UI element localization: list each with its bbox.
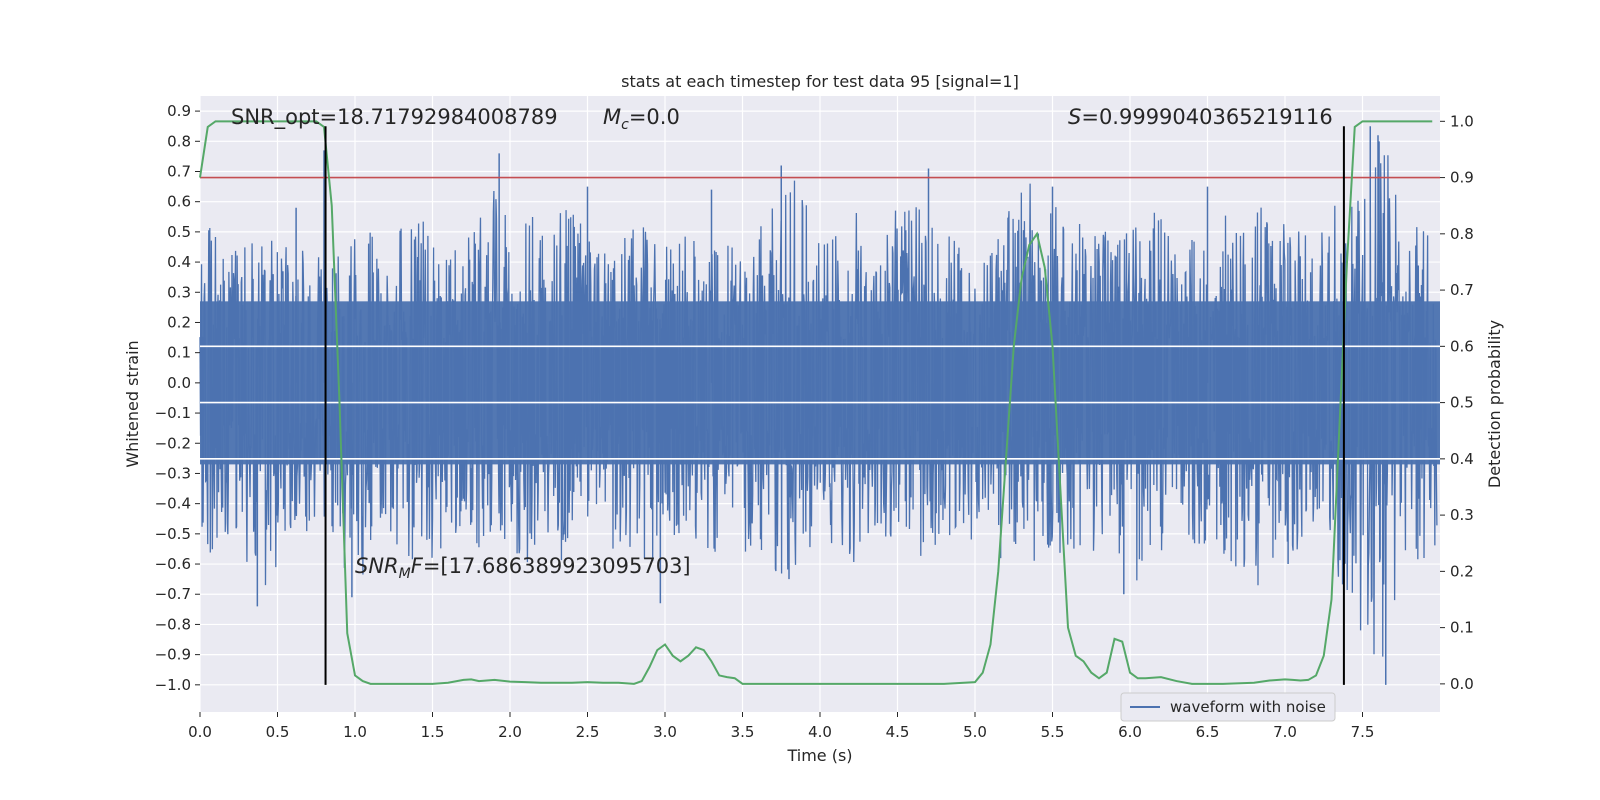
y2-tick-label: 1.0 [1450, 112, 1474, 130]
x-tick-label: 6.5 [1196, 723, 1220, 741]
y2-tick-label: 0.6 [1450, 337, 1474, 355]
y-tick-label: −0.9 [155, 646, 191, 664]
overlay-layer [199, 120, 1440, 685]
x-tick-label: 2.0 [498, 723, 522, 741]
y2-tick-label: 0.2 [1450, 562, 1474, 580]
y2-tick-label: 0.1 [1450, 619, 1474, 637]
y-tick-label: −0.5 [155, 525, 191, 543]
y2-axis-label: Detection probability [1485, 320, 1504, 488]
y2-tick-label: 0.5 [1450, 394, 1474, 412]
y2-tick-label: 0.0 [1450, 675, 1474, 693]
y-tick-label: 0.2 [167, 313, 191, 331]
x-axis-label: Time (s) [786, 746, 852, 765]
y-tick-label: 0.5 [167, 223, 191, 241]
y-tick-label: −0.1 [155, 404, 191, 422]
x-tick-label: 0.5 [266, 723, 290, 741]
snr-mf-annotation: SNRMF=[17.686389923095703] [355, 554, 691, 582]
y-tick-label: −0.4 [155, 495, 191, 513]
y-tick-label: 0.6 [167, 193, 191, 211]
y-tick-label: 0.0 [167, 374, 191, 392]
y2-axis-ticks: 1.0 0.9 0.8 0.7 0.6 0.5 0.4 0.3 0.2 0.1 0.0 [1440, 112, 1474, 693]
snrmf-value: =[17.686389923095703] [423, 554, 691, 578]
y-tick-label: −0.2 [155, 434, 191, 452]
y-tick-label: −0.7 [155, 585, 191, 603]
y2-tick-label: 0.3 [1450, 506, 1474, 524]
detection-probability-line [199, 120, 1433, 685]
y-axis-label: Whitened strain [123, 340, 142, 467]
mc-symbol: M [603, 105, 621, 129]
y2-tick-label: 0.4 [1450, 450, 1474, 468]
y-axis-ticks: 0.9 0.8 0.7 0.6 0.5 0.4 0.3 0.2 0.1 0.0 −0.1 −0.2 −0… [155, 102, 200, 694]
x-tick-label: 7.5 [1351, 723, 1375, 741]
mc-subscript: c [621, 117, 629, 133]
x-tick-label: 3.5 [731, 723, 755, 741]
snrmf-subscript: M [399, 566, 411, 582]
x-tick-label: 4.0 [808, 723, 832, 741]
y-tick-label: 0.7 [167, 162, 191, 180]
x-tick-label: 5.5 [1041, 723, 1065, 741]
y-tick-label: −1.0 [155, 676, 191, 694]
y-tick-label: −0.6 [155, 555, 191, 573]
y2-tick-label: 0.9 [1450, 169, 1474, 187]
mc-value: =0.0 [629, 105, 680, 129]
x-tick-label: 4.5 [886, 723, 910, 741]
mc-annotation: Mc=0.0 [603, 105, 680, 133]
chart-title: stats at each timestep for test data 95 … [621, 72, 1019, 91]
waveform-series [199, 126, 1440, 685]
snr-opt-annotation: SNR_opt=18.71792984008789 [231, 105, 558, 130]
x-tick-label: 6.0 [1118, 723, 1142, 741]
y-tick-label: −0.3 [155, 464, 191, 482]
x-tick-label: 5.0 [963, 723, 987, 741]
y-tick-label: −0.8 [155, 615, 191, 633]
x-tick-label: 1.5 [421, 723, 445, 741]
s-value: =0.9999040365219116 [1081, 105, 1332, 129]
y-tick-label: 0.9 [167, 102, 191, 120]
x-tick-label: 3.0 [653, 723, 677, 741]
waveform-dense-band [200, 301, 1440, 465]
x-tick-label: 0.0 [188, 723, 212, 741]
snrmf-mid: F [411, 554, 424, 578]
x-tick-label: 2.5 [576, 723, 600, 741]
y-tick-label: 0.4 [167, 253, 191, 271]
legend-box [1120, 692, 1336, 722]
s-annotation: S=0.9999040365219116 [1068, 105, 1333, 129]
x-tick-label: 1.0 [343, 723, 367, 741]
snrmf-symbol: SNR [355, 554, 399, 578]
s-symbol: S [1068, 105, 1081, 129]
y-tick-label: 0.3 [167, 283, 191, 301]
x-axis-ticks: 0.0 0.5 1.0 1.5 2.0 2.5 3.0 3.5 4.0 4.5 5.0 5.5 6.0 6… [188, 712, 1374, 741]
x-tick-label: 7.0 [1273, 723, 1297, 741]
legend-label: waveform with noise [1170, 698, 1326, 716]
y-tick-label: 0.1 [167, 344, 191, 362]
y2-tick-label: 0.8 [1450, 225, 1474, 243]
legend: waveform with noise [1120, 692, 1336, 722]
y2-tick-label: 0.7 [1450, 281, 1474, 299]
y-tick-label: 0.8 [167, 132, 191, 150]
